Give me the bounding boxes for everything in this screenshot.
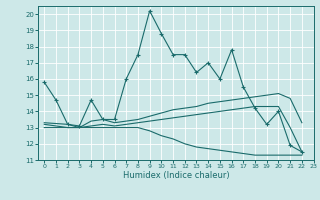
X-axis label: Humidex (Indice chaleur): Humidex (Indice chaleur) (123, 171, 229, 180)
